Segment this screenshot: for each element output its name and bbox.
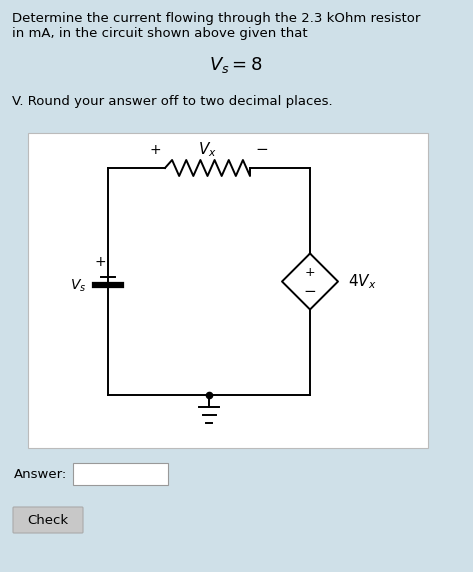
Text: $V_x$: $V_x$ [198,141,217,160]
FancyBboxPatch shape [13,507,83,533]
Text: −: − [304,284,316,299]
Text: $V_s = 8$: $V_s = 8$ [209,55,263,75]
Text: Check: Check [27,514,69,526]
Text: +: + [94,255,106,268]
Text: $4V_x$: $4V_x$ [348,272,377,291]
Text: +: + [149,143,161,157]
FancyBboxPatch shape [28,133,428,448]
Text: Determine the current flowing through the 2.3 kOhm resistor: Determine the current flowing through th… [12,12,420,25]
Text: $V_s$: $V_s$ [70,277,86,293]
Text: −: − [255,142,268,157]
FancyBboxPatch shape [73,463,168,485]
Text: V. Round your answer off to two decimal places.: V. Round your answer off to two decimal … [12,95,333,108]
Text: Answer:: Answer: [14,467,67,480]
Text: in mA, in the circuit shown above given that: in mA, in the circuit shown above given … [12,27,307,40]
Text: +: + [305,266,315,279]
